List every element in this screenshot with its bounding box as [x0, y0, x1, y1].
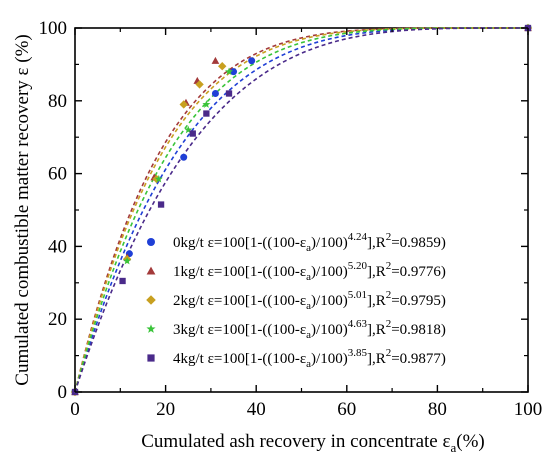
y-tick-label: 60 — [48, 164, 67, 185]
x-axis-title-main: Cumulated ash recovery in concentrate ε — [141, 431, 450, 452]
x-axis-title-unit: (%) — [456, 431, 484, 452]
legend-entry: 0kg/t ε=100[1-((100-εa)/100)4.24],R2=0.9… — [173, 231, 446, 254]
legend-equation: ],R — [367, 351, 386, 367]
legend-equation: ε=100[1-((100-ε — [208, 351, 307, 367]
legend-marker — [147, 238, 155, 246]
legend-equation: =0.9795) — [391, 293, 446, 309]
legend: 0kg/t ε=100[1-((100-εa)/100)4.24],R2=0.9… — [146, 231, 446, 370]
legend-series-name: 1kg/t — [173, 264, 208, 280]
legend-equation: ε=100[1-((100-ε — [208, 235, 307, 251]
x-tick-label: 100 — [514, 399, 543, 420]
legend-equation: )/100) — [311, 351, 348, 367]
legend-equation: =0.9776) — [391, 264, 446, 280]
legend-equation: ],R — [367, 264, 386, 280]
legend-equation: )/100) — [311, 293, 348, 309]
legend-marker — [146, 324, 156, 333]
legend-equation-sub: a — [306, 242, 311, 254]
axis-ticks: 0 20 40 60 80 100 0 20 40 60 80 100 — [39, 18, 543, 420]
legend-equation-exponent: 5.01 — [348, 289, 367, 301]
legend-equation-r2: 2 — [386, 260, 392, 272]
legend-equation: )/100) — [311, 235, 348, 251]
x-tick-label: 60 — [337, 399, 356, 420]
data-point — [157, 201, 165, 208]
data-point — [119, 277, 126, 285]
legend-entry: 4kg/t ε=100[1-((100-εa)/100)3.85],R2=0.9… — [173, 347, 446, 370]
x-tick-label: 40 — [247, 399, 266, 420]
data-points — [70, 23, 533, 397]
legend-marker — [146, 295, 156, 305]
x-tick-label: 0 — [70, 399, 80, 420]
legend-equation: ],R — [367, 322, 386, 338]
y-tick-label: 80 — [48, 91, 67, 112]
fit-curve — [74, 27, 528, 393]
legend-equation: =0.9859) — [391, 235, 446, 251]
y-tick-label: 0 — [58, 382, 68, 403]
fit-curve — [74, 27, 528, 393]
legend-marker — [147, 354, 155, 362]
legend-equation-exponent: 5.20 — [348, 260, 368, 272]
legend-equation: ε=100[1-((100-ε — [208, 264, 307, 280]
legend-equation-r2: 2 — [386, 318, 392, 330]
legend-equation-exponent: 4.63 — [348, 318, 368, 330]
legend-series-name: 2kg/t — [173, 293, 208, 309]
fit-curve — [74, 27, 528, 393]
data-point — [195, 80, 204, 89]
legend-equation: )/100) — [311, 322, 348, 338]
data-point — [230, 68, 238, 76]
legend-entry: 2kg/t ε=100[1-((100-εa)/100)5.01],R2=0.9… — [173, 289, 446, 312]
data-point — [202, 100, 211, 108]
legend-equation-exponent: 3.85 — [348, 347, 368, 359]
legend-equation-sub: a — [306, 358, 311, 370]
y-tick-label: 100 — [39, 18, 68, 39]
legend-entry: 1kg/t ε=100[1-((100-εa)/100)5.20],R2=0.9… — [173, 260, 446, 283]
legend-equation-r2: 2 — [386, 231, 392, 243]
x-tick-label: 20 — [156, 399, 175, 420]
fit-curves — [74, 27, 528, 393]
y-tick-label: 20 — [48, 309, 67, 330]
legend-equation: ],R — [367, 293, 386, 309]
legend-series-name: 0kg/t — [173, 235, 208, 251]
legend-equation-sub: a — [306, 271, 311, 283]
x-axis-title-sub: a — [450, 440, 456, 455]
data-point — [225, 90, 233, 97]
data-point — [180, 153, 188, 161]
legend-equation-exponent: 4.24 — [348, 231, 368, 243]
legend-equation-sub: a — [306, 300, 311, 312]
x-tick-label: 80 — [428, 399, 447, 420]
legend-equation: ε=100[1-((100-ε — [208, 293, 307, 309]
legend-equation: =0.9818) — [391, 322, 446, 338]
data-point — [179, 100, 188, 109]
data-point — [154, 174, 163, 183]
data-point — [211, 90, 219, 98]
fit-curve — [74, 27, 528, 393]
data-point — [225, 67, 234, 76]
legend-entry: 3kg/t ε=100[1-((100-εa)/100)4.63],R2=0.9… — [173, 318, 446, 341]
data-point — [248, 57, 256, 65]
data-point — [123, 256, 132, 265]
data-point — [184, 125, 193, 134]
legend-marker — [146, 266, 156, 275]
legend-equation: =0.9877) — [391, 351, 446, 367]
legend-equation: )/100) — [311, 264, 348, 280]
data-point — [189, 130, 196, 137]
legend-series-name: 4kg/t — [173, 351, 208, 367]
legend-equation-r2: 2 — [386, 289, 392, 301]
legend-equation-sub: a — [306, 329, 311, 341]
y-tick-label: 40 — [48, 236, 67, 257]
legend-equation: ],R — [367, 235, 386, 251]
data-point — [203, 110, 210, 117]
data-point — [211, 56, 220, 64]
data-point — [218, 62, 227, 71]
legend-equation-r2: 2 — [386, 347, 392, 359]
legend-series-name: 3kg/t — [173, 322, 208, 338]
x-axis-title: Cumulated ash recovery in concentrate εa… — [141, 431, 484, 455]
legend-equation: ε=100[1-((100-ε — [208, 322, 307, 338]
fit-curve — [74, 27, 528, 393]
y-axis-title: Cumulated combustible matter recovery ε … — [12, 34, 33, 385]
